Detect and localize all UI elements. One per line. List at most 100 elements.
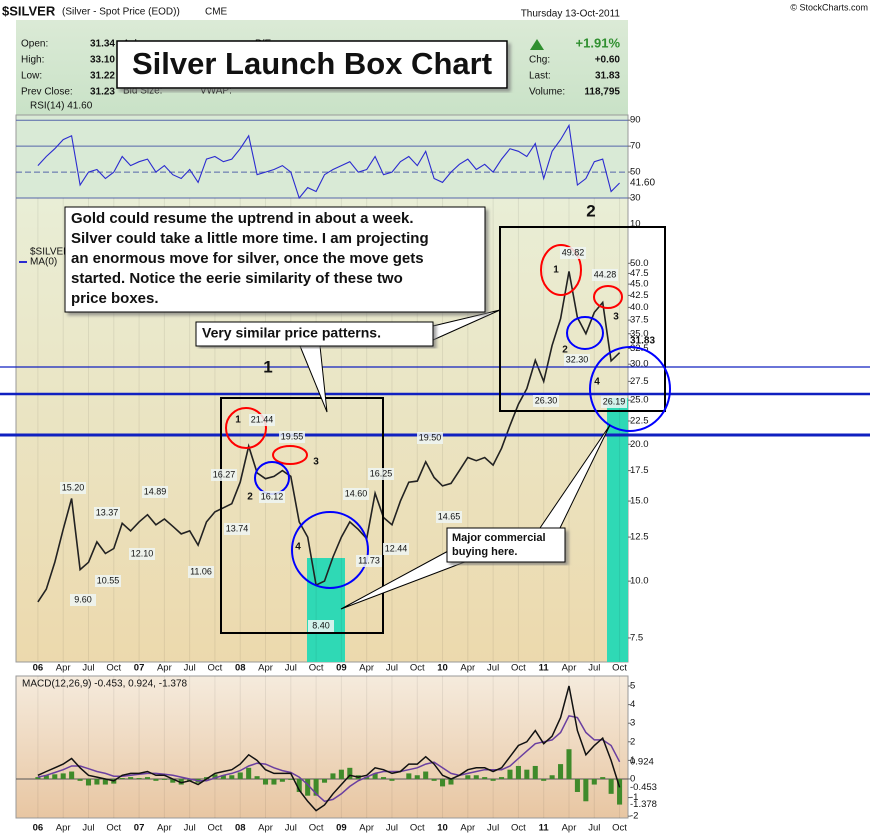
histogram-bar [617,778,623,805]
x-tick-label: 10 [437,663,448,674]
field-label: Last: [529,71,551,82]
price-label-bg [343,488,369,500]
price-label-bg [383,543,409,555]
price-label: 15.20 [62,482,85,492]
histogram-bar [322,778,328,783]
x-tick-label: Apr [359,823,374,834]
circle-highlight [291,511,369,589]
buying-zone [607,398,628,662]
x-tick-label: Oct [511,663,526,674]
price-label: 16.12 [261,491,284,501]
histogram-bar [60,773,66,779]
price-label-bg [94,507,120,519]
step-label: 3 [313,457,319,468]
histogram-bar [119,778,125,779]
x-tick-label: Apr [562,663,577,674]
x-tick-label: Oct [410,823,425,834]
y-tick-label: 5 [630,681,635,692]
y-tick-label: 30.0 [630,359,649,370]
x-tick-label: Oct [410,663,425,674]
histogram-bar [254,776,260,779]
y-tick-label: 47.5 [630,268,649,279]
callout-text: Very similar price patterns. [202,325,381,341]
step-label: 1 [553,265,559,276]
price-label-bg [436,511,462,523]
price-label: 21.44 [251,414,274,424]
x-tick-label: Oct [309,823,324,834]
y-tick-label: 27.5 [630,376,649,387]
x-tick-label: Oct [106,663,121,674]
line [37,685,621,812]
histogram-bar [229,775,235,779]
histogram-bar [178,778,184,785]
histogram-bar [465,775,471,779]
last-value-tag: -1.378 [630,799,657,810]
circle-highlight [593,285,623,309]
y-tick-label: 1 [630,755,635,766]
x-tick-label: Oct [208,823,223,834]
price-label: 12.44 [385,543,408,553]
launch-box [499,226,666,412]
histogram-bar [212,774,218,779]
field-label: High: [21,55,44,66]
x-tick-label: Apr [562,823,577,834]
legend-entry: $SILVER [30,247,70,258]
price-label-bg [142,486,168,498]
price-label-bg [60,482,86,494]
histogram-bar [608,778,614,794]
histogram-bar [288,778,294,780]
price-label: 11.73 [358,555,380,565]
histogram-bar [170,778,176,783]
histogram-bar [102,778,108,785]
y-tick-label: 45.0 [630,279,649,290]
price-label: 12.10 [131,548,154,558]
histogram-bar [515,765,521,779]
histogram-bar [347,767,353,779]
histogram-bar [566,749,572,779]
y-tick-label: 0 [630,773,635,784]
y-tick-label: -2 [630,811,638,822]
histogram-bar [600,777,606,779]
circle-highlight [225,407,267,449]
histogram-bar [246,767,252,779]
histogram-bar [499,777,505,779]
x-tick-label: 06 [33,663,44,674]
x-tick-label: Apr [258,823,273,834]
histogram-bar [305,778,311,796]
y-tick-label: 10.0 [630,576,649,587]
histogram-bar [541,778,547,781]
price-label: 16.27 [213,469,236,479]
x-tick-label: Oct [511,823,526,834]
rsi-panel [15,114,629,199]
last-value-tag: -0.453 [630,782,657,793]
histogram-bar [69,771,75,779]
x-tick-label: 11 [539,663,550,674]
price-label: 14.89 [144,486,167,496]
price-label: 13.37 [96,507,119,517]
field-value: +0.60 [595,55,621,66]
callout-box [195,321,434,347]
exchange: CME [205,7,228,18]
y-tick-label: 10 [630,218,641,229]
price-label-bg [249,414,275,426]
x-tick-label: Jul [386,823,398,834]
histogram-bar [128,777,134,779]
y-tick-label: 25.0 [630,395,649,406]
histogram-bar [203,777,210,779]
field-label: VWAP: [200,86,232,97]
histogram-bar [35,777,41,779]
x-tick-label: 07 [134,823,145,834]
histogram-bar [372,773,378,779]
note-text: Silver could take a little more time. I … [71,230,429,247]
histogram-bar [448,778,454,785]
legend-entry: MA(0) [30,257,57,268]
x-tick-label: Apr [56,663,71,674]
circle-highlight [589,346,671,432]
y-tick-label: 90 [630,115,641,126]
price-label: 9.60 [74,594,92,604]
y-tick-label: 37.5 [630,315,649,326]
x-tick-label: Jul [487,663,499,674]
price-label: 19.50 [419,432,442,442]
circle-highlight [566,316,604,350]
step-label: 3 [613,312,619,323]
